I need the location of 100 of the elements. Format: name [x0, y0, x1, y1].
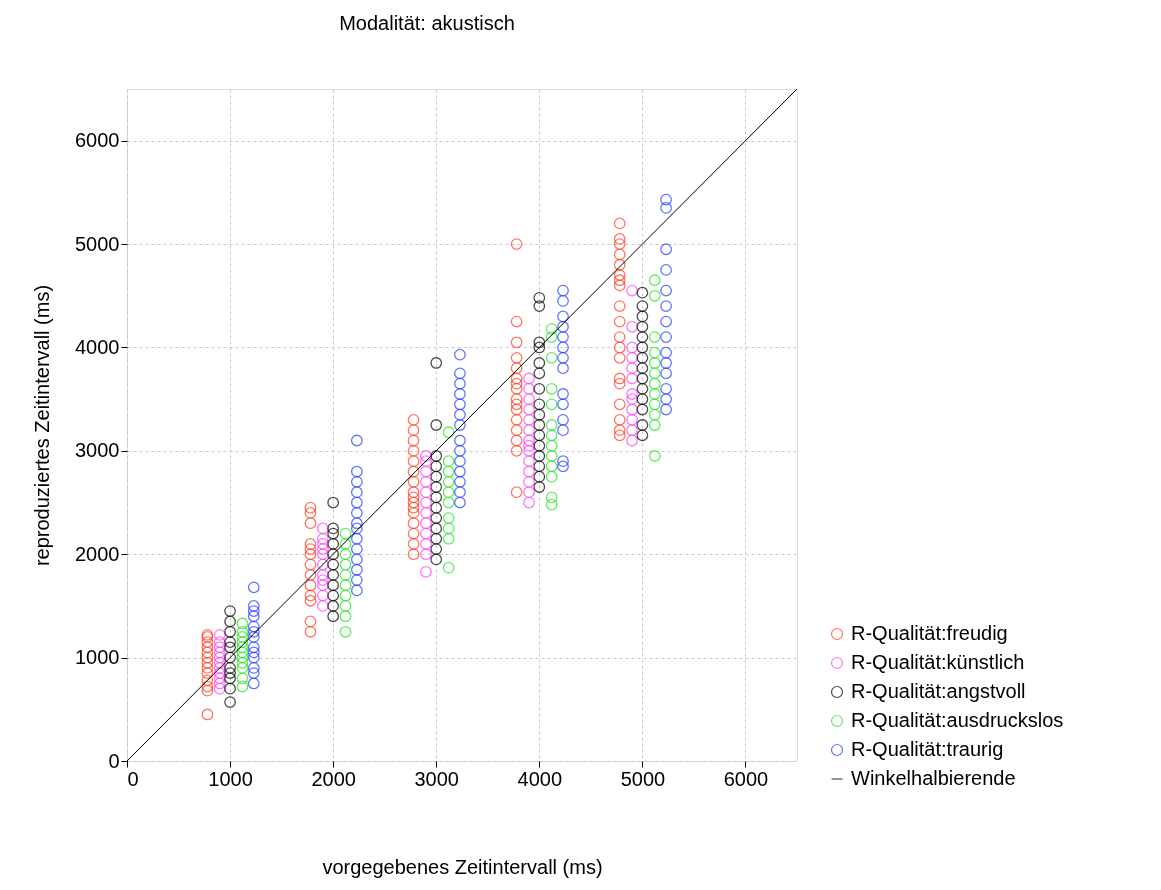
- point: [213, 641, 226, 654]
- point: [648, 419, 661, 431]
- point: [545, 429, 558, 442]
- x-tick-label: 2000: [311, 767, 356, 790]
- x-tick-label: 0: [127, 767, 139, 790]
- point: [545, 498, 558, 511]
- point: [442, 561, 455, 574]
- legend-label: R-Qualität:künstlich: [851, 651, 1025, 673]
- point: [213, 651, 226, 664]
- point: [213, 677, 226, 690]
- point: [442, 426, 455, 439]
- point: [316, 543, 329, 555]
- point: [236, 625, 249, 638]
- point: [523, 455, 535, 468]
- point: [442, 465, 455, 478]
- point: [420, 565, 432, 578]
- point: [236, 636, 249, 648]
- legend-label: R-Qualität:traurig: [851, 738, 1004, 760]
- point: [236, 651, 249, 664]
- point: [420, 538, 432, 550]
- point: [545, 419, 558, 431]
- point: [420, 517, 432, 530]
- point: [339, 610, 352, 623]
- x-tick-label: 4000: [517, 767, 563, 790]
- point: [420, 486, 432, 499]
- point: [339, 538, 352, 550]
- point: [545, 460, 558, 473]
- point: [339, 527, 352, 540]
- y-tick-label: 2000: [75, 542, 120, 565]
- x-tick-label: 5000: [620, 767, 666, 790]
- y-tick-label: 5000: [75, 232, 120, 255]
- point: [545, 351, 558, 364]
- point: [545, 470, 558, 483]
- y-tick-label: 4000: [75, 335, 120, 358]
- point: [236, 672, 249, 685]
- point: [523, 444, 535, 457]
- point: [339, 548, 352, 561]
- legend-label: R-Qualität:ausdruckslos: [851, 709, 1064, 731]
- x-tick-label: 1000: [208, 767, 253, 790]
- point: [626, 424, 638, 437]
- point: [442, 522, 455, 535]
- point: [523, 382, 535, 395]
- point: [236, 631, 249, 643]
- point: [648, 388, 661, 400]
- point: [339, 558, 352, 571]
- legend-label: R-Qualität:freudig: [851, 622, 1008, 644]
- point: [420, 506, 432, 519]
- point: [420, 465, 432, 478]
- point: [545, 322, 558, 335]
- point: [316, 589, 329, 602]
- point: [523, 403, 535, 416]
- point: [648, 357, 661, 369]
- point: [339, 589, 352, 602]
- point: [316, 579, 329, 592]
- point: [316, 532, 329, 545]
- point: [545, 382, 558, 395]
- point: [316, 558, 329, 571]
- point: [648, 331, 661, 344]
- point: [523, 486, 535, 499]
- chart-title: Modalität: akustisch: [339, 11, 515, 34]
- y-tick-label: 6000: [75, 129, 120, 152]
- point: [648, 377, 661, 390]
- point: [442, 512, 455, 524]
- point: [316, 538, 329, 550]
- x-axis-title: vorgegebenes Zeitintervall (ms): [322, 855, 603, 878]
- point: [648, 398, 661, 411]
- point: [523, 393, 535, 406]
- point: [316, 600, 329, 612]
- point: [236, 617, 249, 630]
- point: [626, 351, 638, 364]
- point: [420, 496, 432, 509]
- x-tick-label: 6000: [723, 767, 769, 790]
- point: [648, 346, 661, 359]
- point: [236, 656, 249, 669]
- point: [626, 388, 638, 400]
- point: [420, 455, 432, 468]
- point: [545, 439, 558, 452]
- point: [316, 548, 329, 561]
- point: [523, 439, 535, 452]
- point: [316, 574, 329, 586]
- point: [626, 362, 638, 375]
- point: [339, 569, 352, 581]
- point: [316, 522, 329, 535]
- point: [523, 434, 535, 447]
- point: [442, 486, 455, 499]
- point: [626, 403, 638, 416]
- point: [339, 625, 352, 638]
- point: [648, 289, 661, 302]
- point: [626, 434, 638, 447]
- point: [236, 680, 249, 693]
- point: [339, 579, 352, 592]
- y-axis-title: reproduziertes Zeitintervall (ms): [31, 284, 54, 567]
- point: [339, 600, 352, 612]
- point: [213, 628, 226, 641]
- point: [420, 450, 432, 462]
- point: [648, 367, 661, 380]
- point: [420, 475, 432, 488]
- point: [420, 527, 432, 540]
- point: [236, 662, 249, 674]
- point: [648, 274, 661, 287]
